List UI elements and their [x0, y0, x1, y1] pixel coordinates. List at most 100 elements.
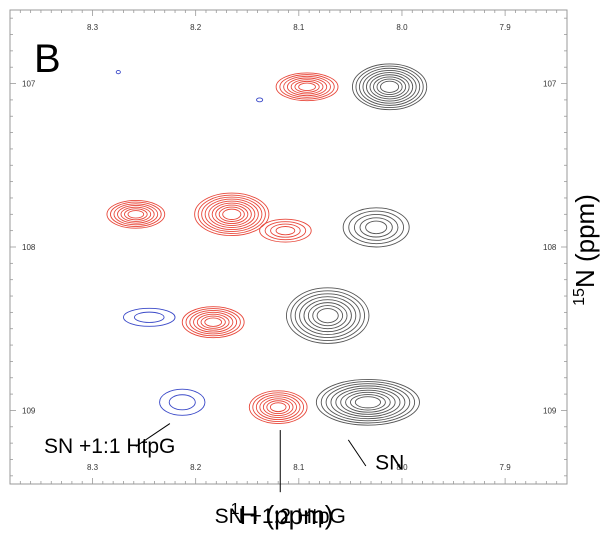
contour-level: [204, 317, 223, 327]
annotation-lines: [135, 423, 367, 493]
contour-level: [196, 313, 230, 331]
right-tick-marks: [561, 17, 567, 477]
contour-level: [362, 69, 417, 104]
contour-level: [294, 80, 320, 93]
contour-level: [349, 394, 386, 411]
contour-level: [303, 299, 352, 333]
contour-level: [113, 203, 159, 226]
contour-level: [279, 74, 335, 100]
contour-level: [259, 218, 312, 243]
contour-level: [123, 307, 176, 327]
contour-level: [373, 76, 407, 98]
annotation-leader-line: [347, 439, 367, 467]
contour-level: [159, 388, 206, 416]
contour-level: [348, 210, 405, 245]
contour-level: [290, 290, 366, 341]
y-tick-label-left: 109: [22, 406, 36, 415]
x-tick-label-bottom: 8.0: [396, 463, 408, 472]
y-axis-title: 15N (ppm): [570, 194, 600, 306]
contour-peak: [248, 390, 308, 424]
contour-level: [380, 80, 400, 93]
contour-peak: [259, 218, 312, 243]
contour-level: [252, 392, 305, 422]
contour-level: [200, 315, 226, 329]
x-axis-title: 1H (ppm): [231, 500, 334, 530]
x-tick-label-bottom: 8.2: [190, 463, 202, 472]
contour-level: [208, 200, 256, 228]
contour-level: [127, 210, 145, 219]
contour-peak: [315, 378, 420, 426]
contour-level: [340, 389, 396, 415]
contour-level: [359, 67, 421, 106]
contour-level: [275, 72, 339, 102]
contour-peak: [275, 72, 339, 102]
contour-peak: [256, 97, 264, 103]
top-tick-marks: [9, 10, 558, 16]
contour-level: [266, 400, 290, 415]
y-tick-label-right: 109: [543, 406, 557, 415]
contour-level: [181, 306, 245, 339]
contour-level: [211, 202, 252, 226]
contour-peak: [352, 63, 428, 111]
contour-level: [248, 390, 308, 424]
left-tick-marks: [10, 17, 16, 477]
contour-level: [270, 223, 301, 238]
annotation-leader-line: [135, 423, 171, 447]
contour-level: [218, 206, 245, 222]
contour-level: [264, 221, 307, 241]
contour-level: [117, 205, 155, 224]
contour-level: [259, 396, 297, 419]
contour-level: [365, 220, 388, 235]
x-tick-label-bottom: 8.1: [293, 463, 305, 472]
contour-level: [185, 308, 241, 337]
contour-level: [359, 217, 393, 238]
contour-level: [320, 381, 416, 424]
contour-level: [133, 311, 165, 323]
x-tick-label-top: 8.1: [293, 23, 305, 32]
contour-peak: [123, 307, 176, 327]
contour-level: [376, 78, 403, 96]
annotation-label: SN: [375, 451, 404, 474]
contour-level: [269, 402, 287, 413]
contour-level: [193, 311, 234, 333]
contour-level: [201, 196, 263, 232]
contour-level: [189, 309, 238, 335]
x-tick-label-top: 8.0: [396, 23, 408, 32]
contour-level: [299, 296, 357, 336]
x-tick-label-top: 8.3: [87, 23, 99, 32]
panel-letter: B: [34, 37, 61, 81]
contour-level: [204, 198, 259, 230]
bottom-tick-marks: [9, 478, 558, 484]
x-tick-label-bottom: 7.9: [500, 463, 512, 472]
contour-level: [285, 287, 370, 344]
contour-level: [110, 201, 162, 227]
contour-level: [294, 293, 361, 338]
contour-level: [115, 70, 121, 75]
contour-level: [345, 391, 391, 413]
y-tick-label-right: 108: [543, 243, 557, 252]
contour-level: [352, 63, 428, 111]
contour-level: [256, 97, 264, 103]
x-axis-title-superscript: 1: [231, 501, 240, 518]
contour-level: [120, 206, 152, 222]
x-axis-title-text: H (ppm): [240, 500, 334, 530]
contour-level: [194, 192, 270, 237]
series-sn-1-2-htpg: [106, 72, 339, 424]
y-tick-label-left: 108: [22, 243, 36, 252]
contour-peak: [285, 287, 370, 344]
x-tick-label-top: 7.9: [500, 23, 512, 32]
contour-level: [325, 383, 411, 422]
annotation-label: SN +1:1 HtpG: [44, 435, 175, 458]
y-tick-label-left: 107: [22, 80, 36, 89]
contour-level: [354, 396, 381, 409]
x-tick-label-bottom: 8.3: [87, 463, 99, 472]
contour-level: [335, 387, 401, 417]
annotation-labels: SN +1:1 HtpG SN +1:2 HtpG SN: [44, 435, 404, 528]
contour-peak: [342, 207, 410, 248]
contour-level: [316, 308, 339, 324]
contour-peak: [106, 199, 166, 229]
contour-level: [315, 378, 420, 426]
contour-level: [106, 199, 166, 229]
contour-level: [366, 72, 414, 102]
